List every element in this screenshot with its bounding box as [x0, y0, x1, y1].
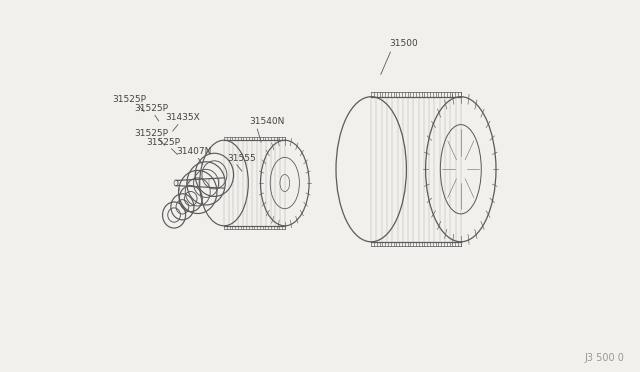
Text: 31555: 31555: [227, 154, 256, 163]
Text: 31525P: 31525P: [112, 95, 146, 104]
Text: 31525P: 31525P: [134, 129, 168, 138]
Text: 31525P: 31525P: [146, 138, 180, 147]
Text: J3 500 0: J3 500 0: [584, 353, 624, 363]
Text: 31435X: 31435X: [165, 113, 200, 122]
Text: 31407N: 31407N: [176, 147, 211, 156]
Text: 31525P: 31525P: [134, 105, 168, 113]
Text: 31540N: 31540N: [250, 118, 285, 126]
Text: 31500: 31500: [389, 39, 418, 48]
